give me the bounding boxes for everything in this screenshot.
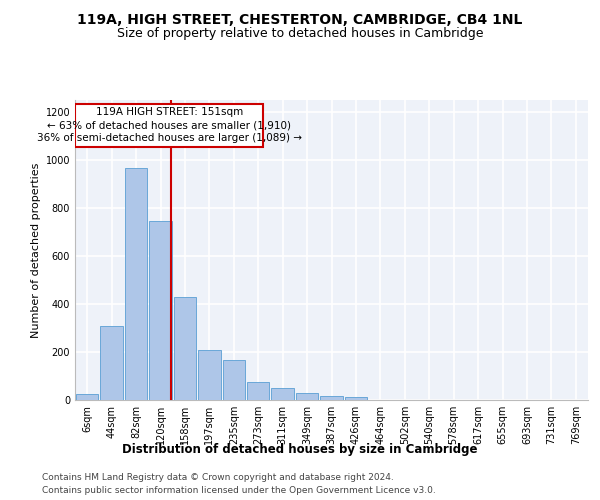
Text: Contains public sector information licensed under the Open Government Licence v3: Contains public sector information licen… (42, 486, 436, 495)
Bar (125, 168, 148, 400)
Text: 119A HIGH STREET: 151sqm: 119A HIGH STREET: 151sqm (95, 107, 243, 117)
Y-axis label: Number of detached properties: Number of detached properties (31, 162, 41, 338)
Bar (247, 382, 269, 400)
FancyBboxPatch shape (76, 104, 263, 147)
Bar (76, 394, 98, 400)
Bar (320, 396, 343, 400)
Text: Contains HM Land Registry data © Crown copyright and database right 2024.: Contains HM Land Registry data © Crown c… (42, 472, 394, 482)
Bar (173, 297, 196, 400)
Bar (223, 360, 245, 400)
Text: Distribution of detached houses by size in Cambridge: Distribution of detached houses by size … (122, 442, 478, 456)
Bar (198, 350, 221, 400)
Bar (149, 221, 172, 400)
Bar (271, 388, 294, 400)
Bar (100, 326, 123, 400)
Bar (296, 393, 319, 400)
Text: Size of property relative to detached houses in Cambridge: Size of property relative to detached ho… (117, 28, 483, 40)
Text: 36% of semi-detached houses are larger (1,089) →: 36% of semi-detached houses are larger (… (37, 134, 302, 143)
Text: ← 63% of detached houses are smaller (1,910): ← 63% of detached houses are smaller (1,… (47, 120, 291, 130)
Bar (344, 397, 367, 400)
Text: 119A, HIGH STREET, CHESTERTON, CAMBRIDGE, CB4 1NL: 119A, HIGH STREET, CHESTERTON, CAMBRIDGE… (77, 12, 523, 26)
